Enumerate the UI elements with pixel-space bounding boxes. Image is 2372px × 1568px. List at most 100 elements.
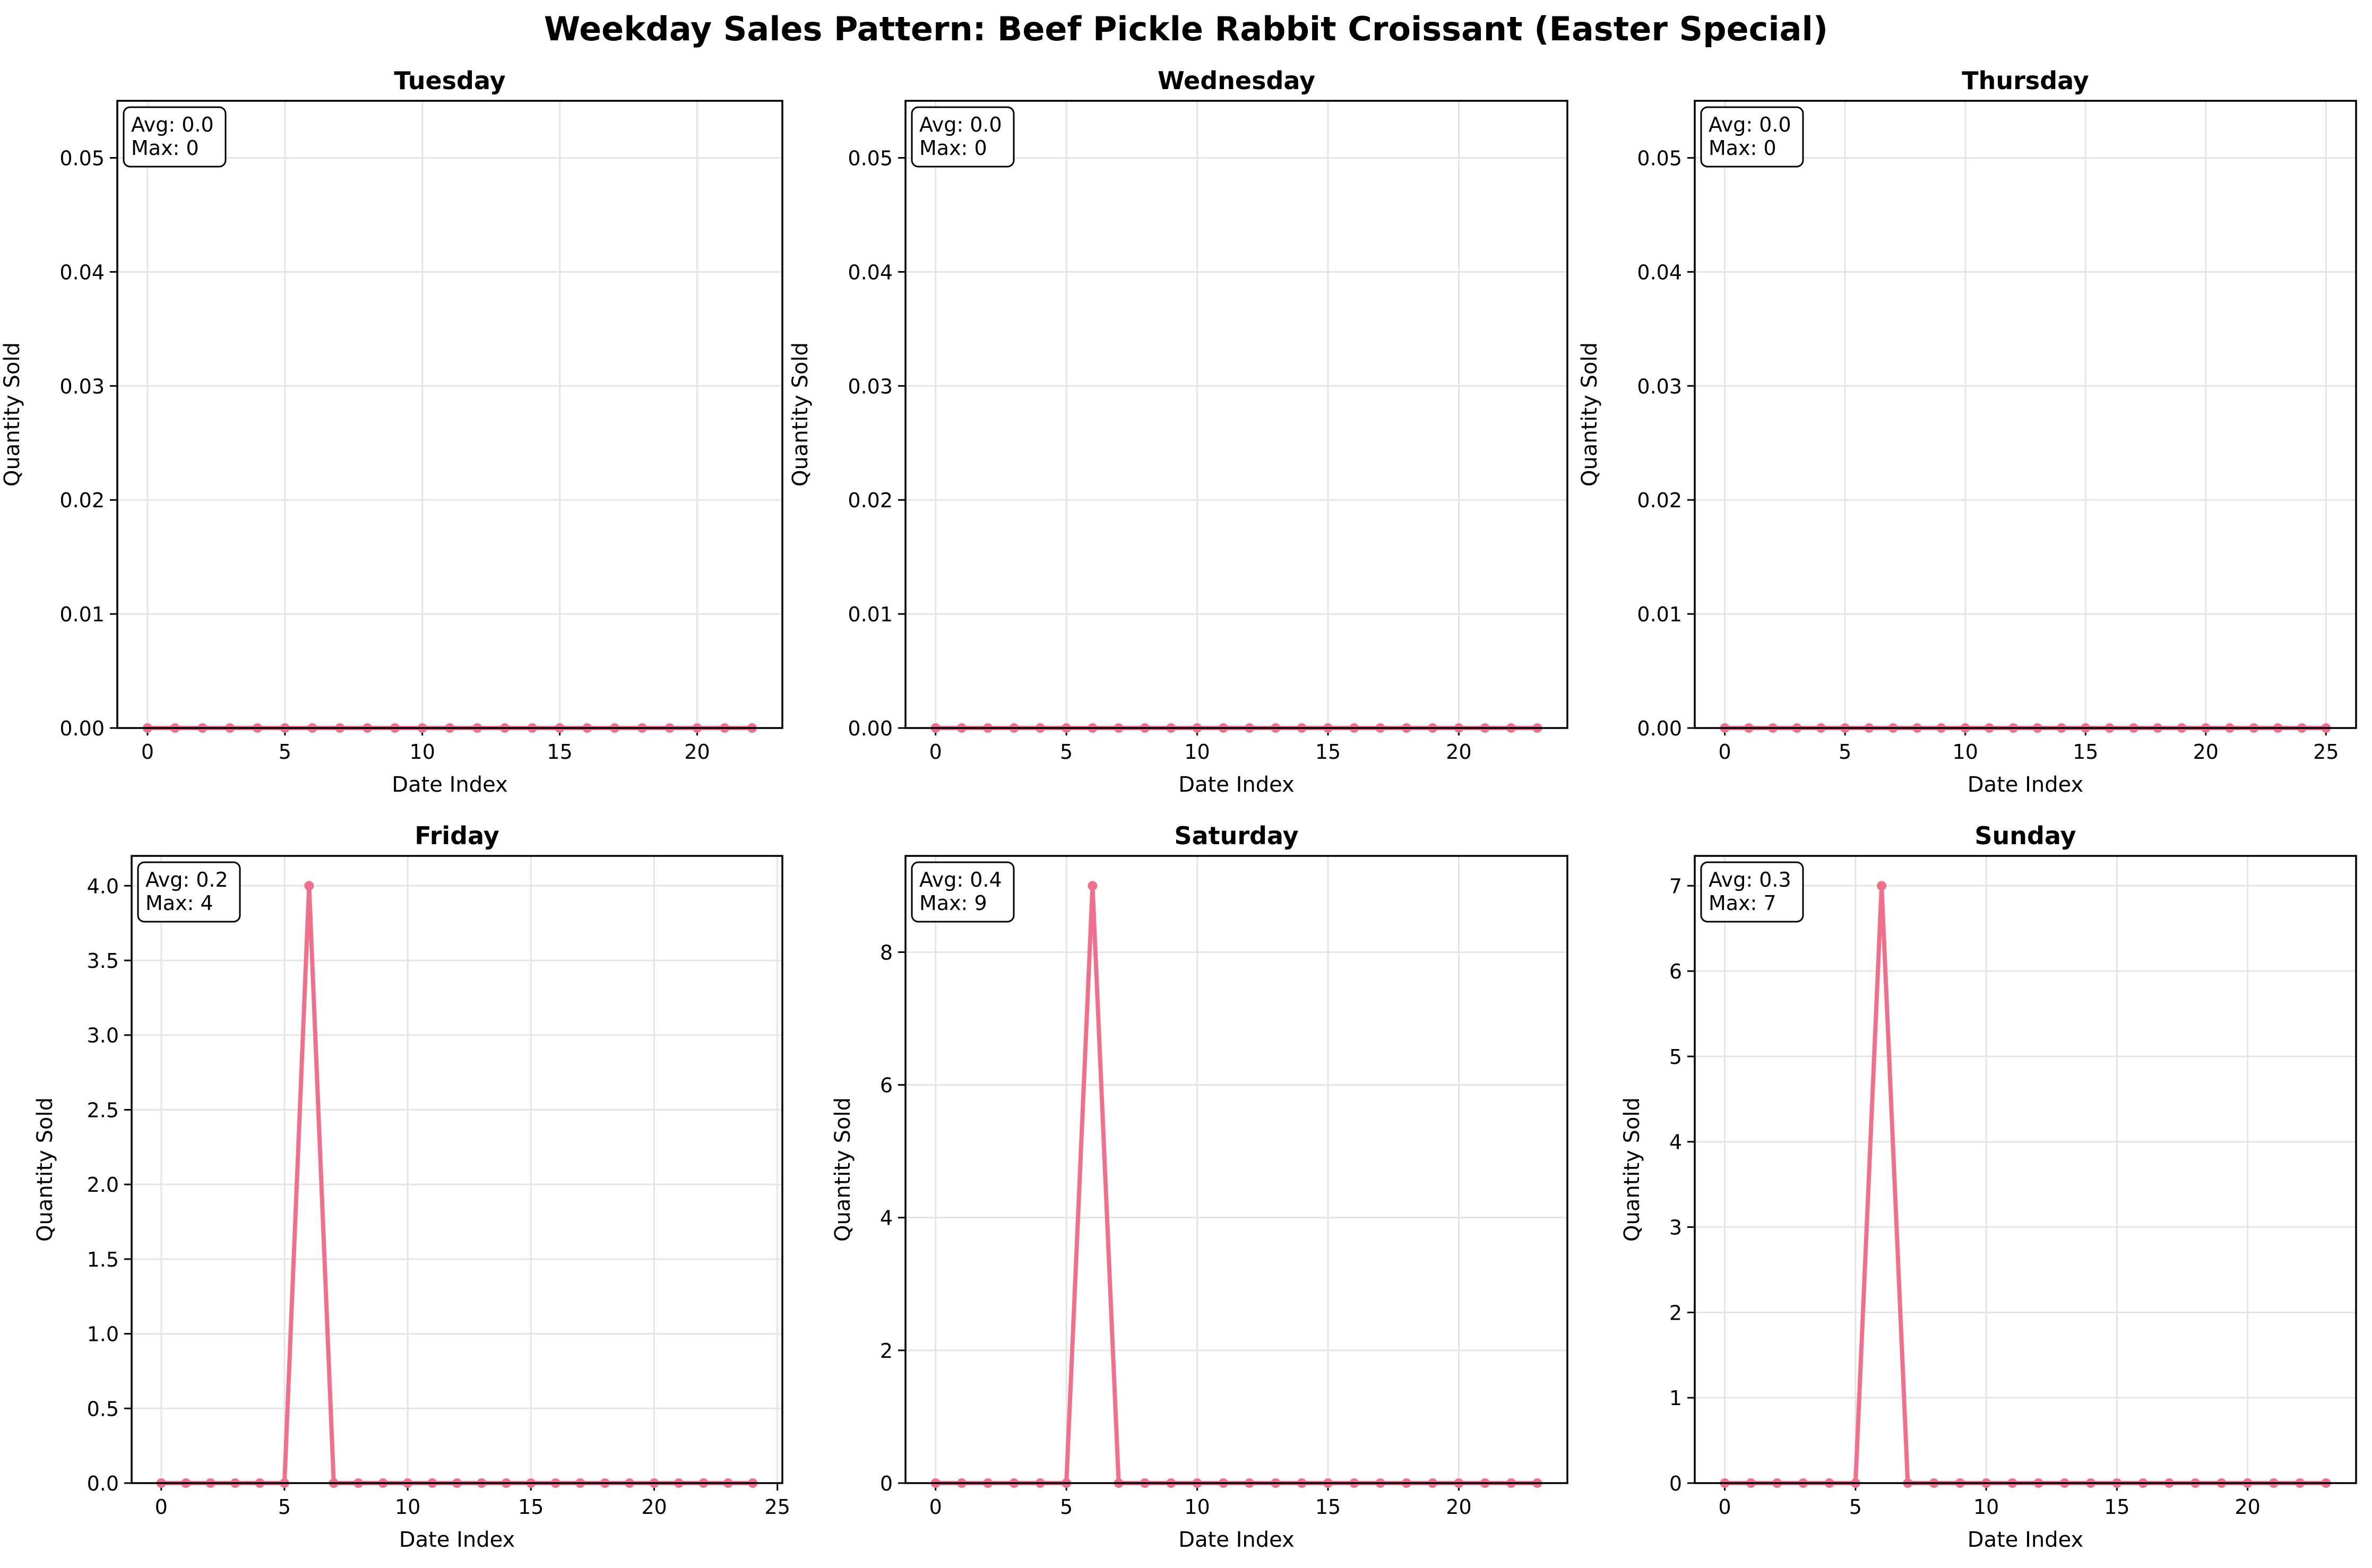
stats-text: Avg: 0.0 <box>919 113 1002 136</box>
y-axis-label: Quantity Sold <box>0 342 24 487</box>
subplot-friday: 0 5 10 15 20 25 0.0 0.5 1.0 1.5 2.0 2.5 3.0 3.5 4.0 Avg… <box>33 821 790 1552</box>
x-tick-label: 0 <box>929 740 942 764</box>
y-tick-label: 1.0 <box>87 1323 119 1346</box>
y-tick-label: 1.5 <box>87 1248 119 1271</box>
y-tick-label: 0.02 <box>848 489 893 512</box>
x-tick-label: 5 <box>1060 740 1073 764</box>
x-tick-label: 25 <box>2313 740 2339 764</box>
axes-frame <box>131 855 783 1484</box>
x-tick-label: 5 <box>279 740 291 764</box>
stats-text: Avg: 0.3 <box>1709 868 1791 891</box>
y-tick-label: 0.05 <box>1637 146 1682 170</box>
stats-text: Max: 0 <box>131 136 199 160</box>
stats-box <box>123 106 227 168</box>
y-tick-label: 0.0 <box>87 1472 119 1495</box>
y-tick-label: 1 <box>1669 1387 1682 1410</box>
x-axis-label: Date Index <box>392 773 507 797</box>
stats-text: Max: 0 <box>919 136 987 160</box>
y-axis-label: Quantity Sold <box>1577 342 1602 487</box>
x-tick-label: 20 <box>1446 740 1471 764</box>
x-tick-label: 0 <box>141 740 154 764</box>
y-tick-label: 7 <box>1669 874 1682 898</box>
x-tick-label: 5 <box>1849 1495 1862 1519</box>
y-tick-label: 0.04 <box>1637 261 1682 284</box>
y-tick-label: 0.03 <box>848 375 893 398</box>
x-tick-label: 10 <box>1184 1495 1210 1519</box>
y-tick-label: 0.03 <box>1637 375 1682 398</box>
subplot-title: Saturday <box>1174 821 1298 850</box>
subplot-title: Thursday <box>1962 66 2089 95</box>
x-axis-label: Date Index <box>1178 773 1294 797</box>
y-tick-label: 6 <box>1669 960 1682 983</box>
axes-frame <box>116 100 783 729</box>
stats-box <box>137 861 241 923</box>
stats-text: Max: 7 <box>1709 891 1776 915</box>
stats-box <box>1700 861 1804 923</box>
x-tick-label: 15 <box>1315 1495 1341 1519</box>
y-tick-label: 4 <box>880 1207 893 1230</box>
x-tick-label: 10 <box>395 1495 420 1519</box>
y-tick-label: 0.01 <box>1637 603 1682 626</box>
x-tick-label: 20 <box>684 740 710 764</box>
y-axis-label: Quantity Sold <box>33 1097 57 1242</box>
stats-box <box>911 106 1015 168</box>
y-tick-label: 0.02 <box>59 489 105 512</box>
subplot-wednesday: 0 5 10 15 20 0.00 0.01 0.02 0.03 0.04 0.05 Avg: 0.0… <box>788 66 1568 797</box>
series-line <box>1724 883 2326 1485</box>
stats-text: Max: 0 <box>1709 136 1776 160</box>
y-tick-label: 4.0 <box>87 874 119 898</box>
x-tick-label: 15 <box>2073 740 2098 764</box>
x-tick-label: 20 <box>2235 1495 2260 1519</box>
y-axis-label: Quantity Sold <box>1620 1097 1644 1242</box>
x-tick-label: 15 <box>547 740 572 764</box>
y-tick-label: 0.03 <box>59 375 105 398</box>
y-tick-label: 0.00 <box>1637 717 1682 740</box>
y-tick-label: 2.0 <box>87 1173 119 1197</box>
stats-text: Max: 9 <box>919 891 987 915</box>
y-tick-label: 0.04 <box>848 261 893 284</box>
x-tick-label: 0 <box>1719 1495 1731 1519</box>
x-tick-label: 5 <box>278 1495 291 1519</box>
stats-text: Avg: 0.0 <box>131 113 214 136</box>
y-tick-label: 2 <box>1669 1301 1682 1324</box>
x-tick-label: 10 <box>1953 740 1978 764</box>
series-line <box>935 883 1538 1485</box>
y-tick-label: 5 <box>1669 1045 1682 1069</box>
y-tick-label: 0.00 <box>848 717 893 740</box>
x-tick-label: 0 <box>929 1495 942 1519</box>
y-tick-label: 8 <box>880 941 893 964</box>
y-tick-label: 6 <box>880 1074 893 1097</box>
data-point <box>1877 881 1887 891</box>
subplot-tuesday: 0 5 10 15 20 0.00 0.01 0.02 0.03 0.04 0.05 Avg: 0.0… <box>0 66 783 797</box>
stats-text: Avg: 0.0 <box>1709 113 1791 136</box>
stats-box <box>1700 106 1804 168</box>
x-axis-label: Date Index <box>1178 1528 1294 1552</box>
axes-frame <box>904 100 1568 729</box>
x-tick-label: 10 <box>1184 740 1210 764</box>
y-tick-label: 3.5 <box>87 949 119 973</box>
data-point <box>304 881 314 891</box>
y-tick-label: 0.05 <box>848 146 893 170</box>
figure-title: Weekday Sales Pattern: Beef Pickle Rabbi… <box>544 10 1828 48</box>
x-tick-label: 15 <box>518 1495 544 1519</box>
y-tick-label: 0.01 <box>848 603 893 626</box>
subplot-thursday: 0 5 10 15 20 25 0.00 0.01 0.02 0.03 0.04 0.05 Avg: 0… <box>1577 66 2357 797</box>
x-tick-label: 15 <box>2104 1495 2129 1519</box>
y-tick-label: 0 <box>880 1472 893 1495</box>
y-tick-label: 0.02 <box>1637 489 1682 512</box>
x-axis-label: Date Index <box>1968 1528 2083 1552</box>
x-tick-label: 10 <box>410 740 435 764</box>
x-tick-label: 20 <box>1446 1495 1471 1519</box>
x-tick-label: 10 <box>1973 1495 1999 1519</box>
x-tick-label: 0 <box>155 1495 168 1519</box>
data-point <box>1088 881 1098 891</box>
y-axis-label: Quantity Sold <box>788 342 813 487</box>
x-axis-label: Date Index <box>1968 773 2083 797</box>
subplot-title: Friday <box>415 821 499 850</box>
subplot-title: Tuesday <box>394 66 505 95</box>
axes-frame <box>1694 855 2357 1484</box>
x-tick-label: 5 <box>1060 1495 1073 1519</box>
stats-text: Avg: 0.2 <box>145 868 228 891</box>
